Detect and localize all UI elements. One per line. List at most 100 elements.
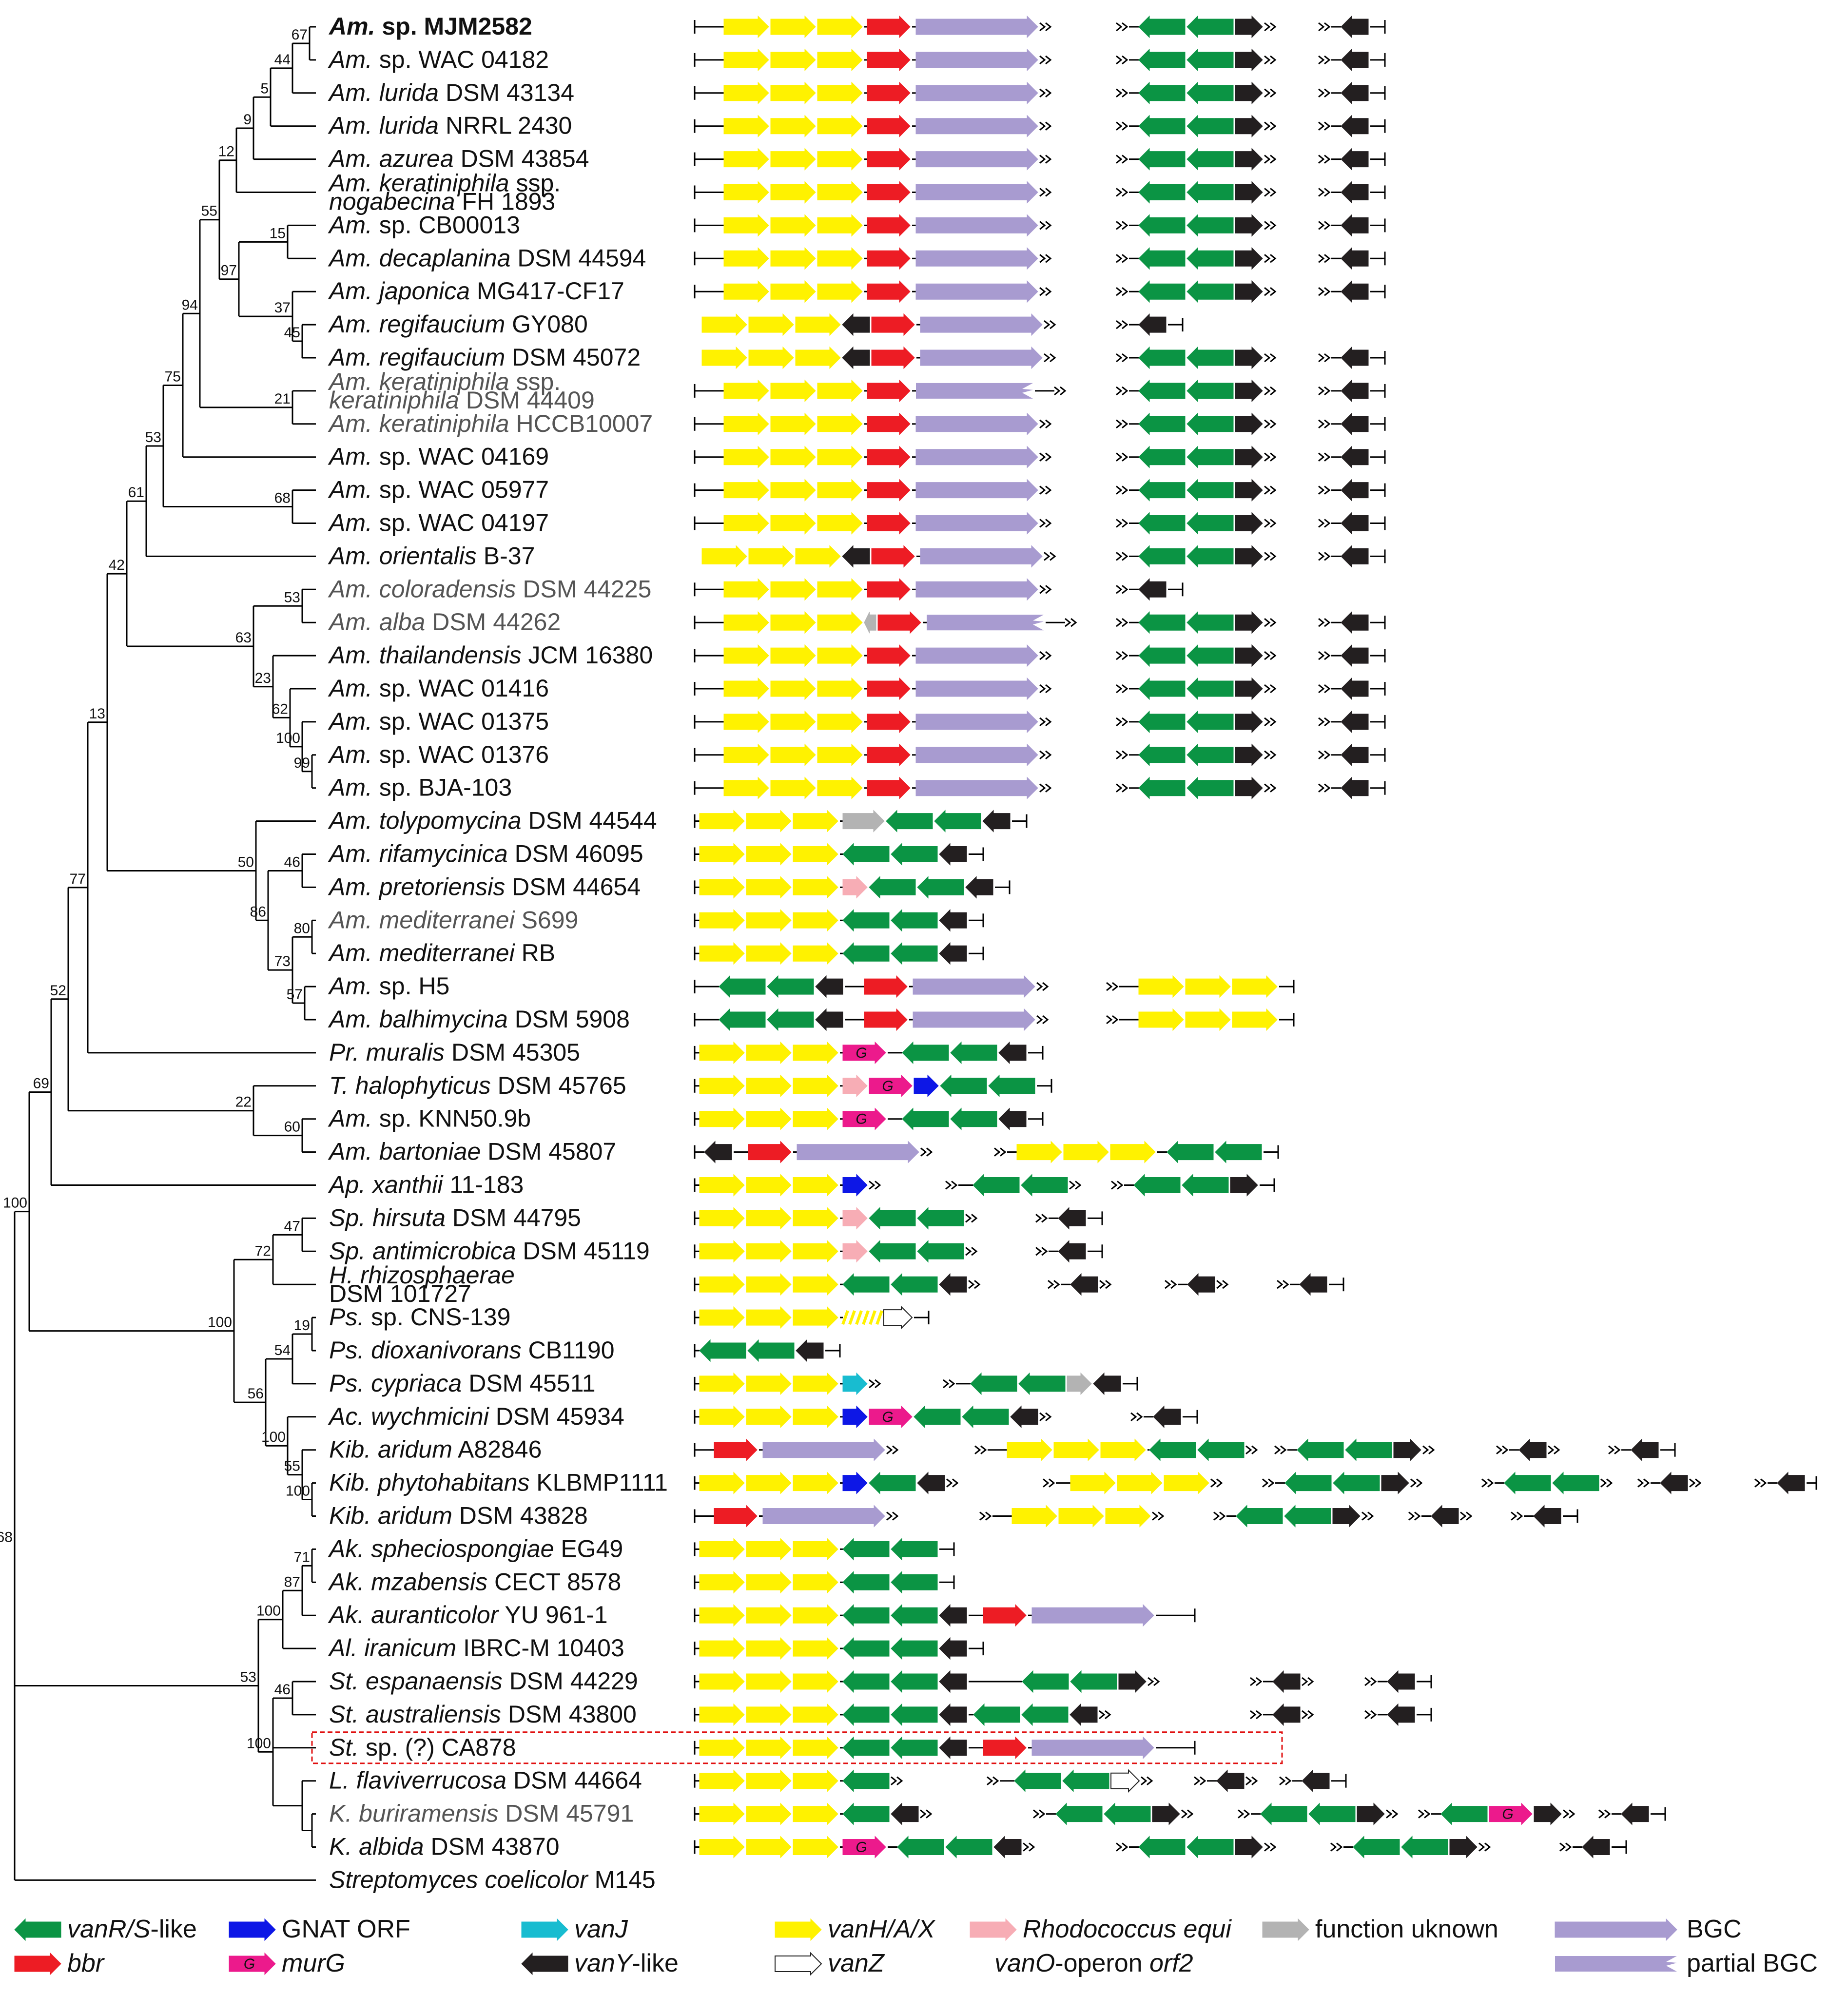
gene-arrow bbox=[793, 1174, 838, 1197]
contig-break bbox=[1264, 121, 1277, 131]
taxon-label: Am. orientalis B-37 bbox=[328, 542, 535, 569]
gene-arrow bbox=[913, 1008, 1035, 1031]
contig-break bbox=[1165, 1280, 1177, 1289]
gene-arrow bbox=[842, 1471, 868, 1494]
contig-break bbox=[1116, 121, 1128, 131]
gene-arrow bbox=[793, 1240, 838, 1263]
taxon-label: Am. mediterranei S699 bbox=[328, 906, 578, 933]
gene-arrow bbox=[842, 1074, 868, 1098]
gene-arrow bbox=[723, 445, 769, 468]
gene-arrow bbox=[793, 843, 838, 866]
gene-arrow bbox=[1235, 214, 1263, 237]
contig-break bbox=[1600, 1478, 1613, 1488]
gene-arrow bbox=[842, 1637, 890, 1660]
gene-cluster-row bbox=[694, 280, 1386, 303]
taxon-strain: GY080 bbox=[505, 310, 588, 338]
bootstrap-value: 44 bbox=[274, 52, 291, 68]
gene-arrow bbox=[867, 81, 911, 105]
gene-arrow bbox=[793, 1836, 838, 1858]
gene-arrow bbox=[723, 15, 769, 39]
gene-arrow bbox=[891, 1538, 938, 1561]
gene-arrow bbox=[1138, 115, 1186, 137]
gene-arrow bbox=[746, 1041, 792, 1065]
taxon-strain: DSM 43828 bbox=[452, 1502, 588, 1529]
gene-arrow bbox=[1345, 1438, 1392, 1461]
gene-arrow bbox=[1341, 677, 1369, 700]
contig-break bbox=[1039, 485, 1052, 495]
contig-break bbox=[1216, 1280, 1229, 1289]
gene-arrow bbox=[891, 843, 938, 866]
taxon-genus: Am. bbox=[328, 443, 372, 470]
taxon-strain: DSM 43800 bbox=[501, 1701, 637, 1728]
bootstrap-value: 22 bbox=[235, 1094, 252, 1110]
gene-arrow bbox=[1341, 611, 1369, 634]
legend-label: bbr bbox=[67, 1949, 105, 1977]
gene-arrow bbox=[1272, 1670, 1301, 1693]
gene-arrow bbox=[1138, 479, 1186, 502]
gene-arrow bbox=[917, 876, 964, 899]
taxon-genus: Am. bbox=[328, 972, 372, 1000]
contig-break bbox=[1039, 783, 1052, 793]
gene-arrow bbox=[1187, 512, 1234, 535]
bootstrap-value: 9 bbox=[243, 112, 252, 128]
gene-arrow bbox=[817, 247, 863, 270]
gene-arrow bbox=[842, 1372, 868, 1395]
taxon-label: Ak. spheciospongiae EG49 bbox=[328, 1535, 623, 1562]
bootstrap-value: 68 bbox=[274, 490, 291, 506]
gene-arrow bbox=[1187, 743, 1234, 767]
contig-break bbox=[1262, 1478, 1275, 1488]
gene-cluster-row: G bbox=[694, 1107, 1044, 1130]
gene-arrow bbox=[1341, 644, 1369, 667]
contig-break bbox=[1277, 1280, 1289, 1289]
contig-break bbox=[886, 1445, 899, 1454]
taxon-genus: Ac. wychmicini bbox=[328, 1403, 490, 1430]
gene-arrow bbox=[746, 1174, 792, 1197]
gene-arrow bbox=[723, 148, 769, 171]
gene-cluster-row bbox=[694, 115, 1386, 137]
taxon-genus: T. halophyticus bbox=[329, 1072, 491, 1099]
contig-break bbox=[1318, 22, 1331, 32]
gene-arrow bbox=[770, 710, 816, 734]
gene-arrow bbox=[842, 909, 890, 932]
contig-break bbox=[1238, 1809, 1250, 1819]
legend-item: vanJ bbox=[521, 1915, 628, 1943]
gene-arrow bbox=[914, 1405, 961, 1429]
gene-cluster-row bbox=[694, 445, 1386, 468]
contig-break bbox=[1264, 750, 1277, 759]
taxon-strain: DSM 44409 bbox=[459, 387, 595, 414]
gene-arrow bbox=[817, 479, 863, 502]
gene-arrow bbox=[701, 545, 747, 568]
murg-glyph: G bbox=[1502, 1806, 1513, 1822]
taxon-genus: Am. keratiniphila bbox=[328, 170, 509, 197]
gene-arrow bbox=[1117, 1471, 1163, 1494]
gene-arrow bbox=[746, 1207, 792, 1230]
gene-arrow bbox=[699, 1571, 745, 1594]
gene-arrow bbox=[1138, 545, 1186, 568]
taxon-genus: Ps. dioxanivorans bbox=[329, 1336, 522, 1364]
taxon-strain: A82846 bbox=[452, 1436, 542, 1463]
gene-arrow bbox=[1138, 412, 1186, 436]
gene-arrow bbox=[871, 346, 915, 369]
gene-arrow bbox=[842, 1240, 868, 1263]
gene-arrow bbox=[817, 644, 863, 667]
taxon-label: Ac. wychmicini DSM 45934 bbox=[328, 1403, 624, 1430]
taxon-genus: Ap. xanthii bbox=[328, 1171, 444, 1199]
gene-arrow bbox=[867, 512, 911, 535]
hatch-stroke bbox=[848, 1310, 856, 1325]
bootstrap-value: 19 bbox=[294, 1317, 310, 1334]
taxon-strain: sp. BJA-103 bbox=[372, 774, 512, 801]
gene-arrow bbox=[1138, 644, 1186, 667]
taxon-strain: DSM 45305 bbox=[445, 1039, 580, 1066]
taxon-genus: Am. bbox=[328, 741, 372, 768]
taxon-genus: Am. bbox=[328, 708, 372, 735]
gene-cluster-row bbox=[694, 1305, 930, 1330]
gene-arrow bbox=[891, 1736, 938, 1760]
gene-arrow bbox=[1235, 412, 1263, 436]
contig-break bbox=[965, 1214, 978, 1223]
gene-arrow bbox=[915, 677, 1038, 700]
gene-arrow bbox=[1138, 346, 1186, 369]
contig-break bbox=[1408, 1511, 1421, 1521]
gene-arrow bbox=[950, 1041, 997, 1065]
gene-arrow bbox=[793, 909, 838, 932]
